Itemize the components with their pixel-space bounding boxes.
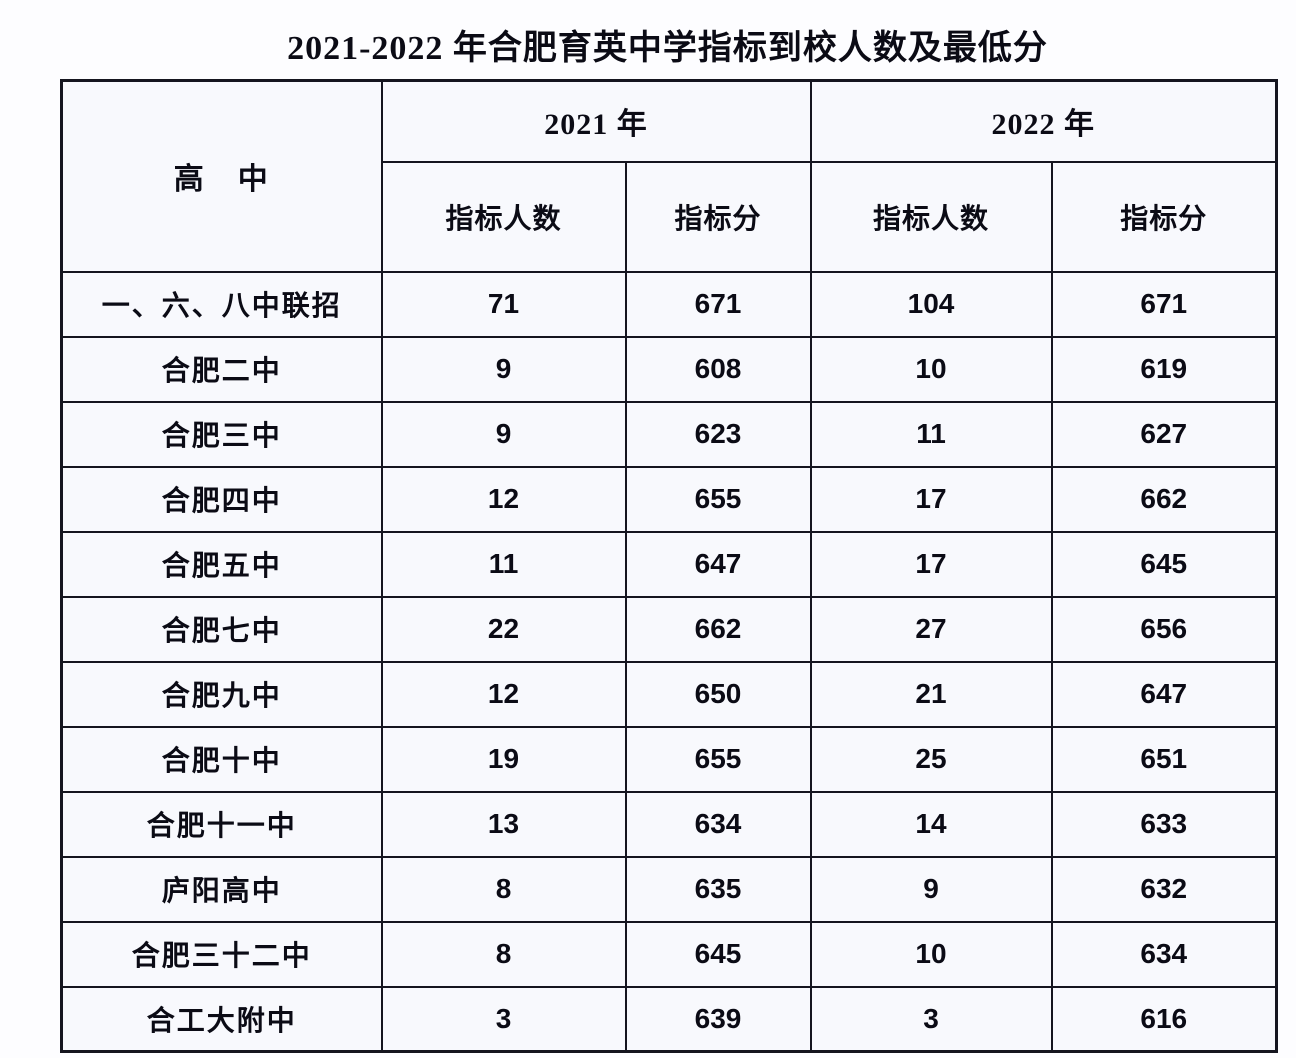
quota-score-2022-cell: 633 <box>1050 790 1278 858</box>
school-name-cell: 合肥三中 <box>60 400 383 468</box>
corner-header-highschool: 高 中 <box>60 79 383 273</box>
school-name-cell: 合工大附中 <box>60 985 383 1053</box>
school-name-cell: 合肥七中 <box>60 595 383 663</box>
quota-score-2021-cell: 645 <box>624 920 812 988</box>
quota-count-2022-cell: 14 <box>809 790 1053 858</box>
quota-count-2022-cell: 17 <box>809 530 1053 598</box>
quota-score-2021-cell: 647 <box>624 530 812 598</box>
quota-score-2022-cell: 671 <box>1050 270 1278 338</box>
quota-count-2022-cell: 21 <box>809 660 1053 728</box>
quota-score-2022-cell: 619 <box>1050 335 1278 403</box>
quota-count-2022-cell: 10 <box>809 920 1053 988</box>
school-name-cell: 合肥四中 <box>60 465 383 533</box>
quota-count-2021-cell: 13 <box>380 790 627 858</box>
quota-score-2021-cell: 639 <box>624 985 812 1053</box>
quota-count-header-2022: 指标人数 <box>809 160 1053 273</box>
quota-count-2021-cell: 3 <box>380 985 627 1053</box>
quota-score-2022-cell: 645 <box>1050 530 1278 598</box>
quota-score-2021-cell: 655 <box>624 465 812 533</box>
school-name-cell: 合肥十一中 <box>60 790 383 858</box>
quota-count-2021-cell: 12 <box>380 660 627 728</box>
school-name-cell: 合肥二中 <box>60 335 383 403</box>
table-row: 合肥五中 11 647 17 645 <box>60 530 1278 598</box>
quota-score-2021-cell: 634 <box>624 790 812 858</box>
school-name-cell: 合肥五中 <box>60 530 383 598</box>
quota-score-2021-cell: 662 <box>624 595 812 663</box>
quota-score-2022-cell: 662 <box>1050 465 1278 533</box>
quota-count-header-2021: 指标人数 <box>380 160 627 273</box>
school-name-cell: 庐阳高中 <box>60 855 383 923</box>
table-row: 合肥三中 9 623 11 627 <box>60 400 1278 468</box>
table-row: 合肥二中 9 608 10 619 <box>60 335 1278 403</box>
table-header: 高 中 2021 年 2022 年 指标人数 指标分 指标人数 指标分 <box>60 79 1278 273</box>
quota-count-2021-cell: 22 <box>380 595 627 663</box>
quota-count-2022-cell: 17 <box>809 465 1053 533</box>
quota-count-2021-cell: 71 <box>380 270 627 338</box>
quota-count-2022-cell: 9 <box>809 855 1053 923</box>
quota-count-2022-cell: 11 <box>809 400 1053 468</box>
quota-table: 高 中 2021 年 2022 年 指标人数 指标分 指标人数 指标分 一、六、… <box>60 79 1278 1053</box>
quota-score-2021-cell: 650 <box>624 660 812 728</box>
quota-count-2021-cell: 11 <box>380 530 627 598</box>
quota-score-2022-cell: 656 <box>1050 595 1278 663</box>
quota-count-2022-cell: 25 <box>809 725 1053 793</box>
quota-count-2021-cell: 9 <box>380 400 627 468</box>
table-row: 合肥九中 12 650 21 647 <box>60 660 1278 728</box>
table-row: 合工大附中 3 639 3 616 <box>60 985 1278 1053</box>
school-name-cell: 合肥九中 <box>60 660 383 728</box>
table-row: 合肥三十二中 8 645 10 634 <box>60 920 1278 988</box>
quota-count-2021-cell: 12 <box>380 465 627 533</box>
quota-score-2021-cell: 635 <box>624 855 812 923</box>
page-title: 2021-2022 年合肥育英中学指标到校人数及最低分 <box>287 30 1048 67</box>
quota-score-2022-cell: 634 <box>1050 920 1278 988</box>
table-row: 一、六、八中联招 71 671 104 671 <box>60 270 1278 338</box>
table-row: 合肥十一中 13 634 14 633 <box>60 790 1278 858</box>
school-name-cell: 一、六、八中联招 <box>60 270 383 338</box>
quota-count-2021-cell: 9 <box>380 335 627 403</box>
quota-count-2022-cell: 27 <box>809 595 1053 663</box>
table-row: 合肥四中 12 655 17 662 <box>60 465 1278 533</box>
quota-count-2021-cell: 8 <box>380 855 627 923</box>
quota-score-header-2021: 指标分 <box>624 160 812 273</box>
table-body: 一、六、八中联招 71 671 104 671 合肥二中 9 608 10 61… <box>60 270 1278 1053</box>
quota-count-2022-cell: 104 <box>809 270 1053 338</box>
quota-count-2022-cell: 3 <box>809 985 1053 1053</box>
quota-score-2022-cell: 627 <box>1050 400 1278 468</box>
quota-score-2021-cell: 608 <box>624 335 812 403</box>
sub-header-row: 指标人数 指标分 指标人数 指标分 <box>62 160 1278 273</box>
quota-score-2021-cell: 671 <box>624 270 812 338</box>
quota-score-2022-cell: 647 <box>1050 660 1278 728</box>
table-row: 合肥十中 19 655 25 651 <box>60 725 1278 793</box>
quota-score-header-2022: 指标分 <box>1050 160 1278 273</box>
quota-count-2021-cell: 8 <box>380 920 627 988</box>
table-row: 合肥七中 22 662 27 656 <box>60 595 1278 663</box>
year-header-row: 高 中 2021 年 2022 年 <box>60 79 1278 273</box>
quota-count-2022-cell: 10 <box>809 335 1053 403</box>
quota-score-2021-cell: 655 <box>624 725 812 793</box>
quota-count-2021-cell: 19 <box>380 725 627 793</box>
quota-score-2021-cell: 623 <box>624 400 812 468</box>
quota-score-2022-cell: 632 <box>1050 855 1278 923</box>
quota-score-2022-cell: 616 <box>1050 985 1278 1053</box>
table-row: 庐阳高中 8 635 9 632 <box>60 855 1278 923</box>
year-header-2022: 2022 年 <box>809 79 1278 163</box>
year-header-2021: 2021 年 <box>380 79 812 163</box>
school-name-cell: 合肥十中 <box>60 725 383 793</box>
school-name-cell: 合肥三十二中 <box>60 920 383 988</box>
quota-score-2022-cell: 651 <box>1050 725 1278 793</box>
